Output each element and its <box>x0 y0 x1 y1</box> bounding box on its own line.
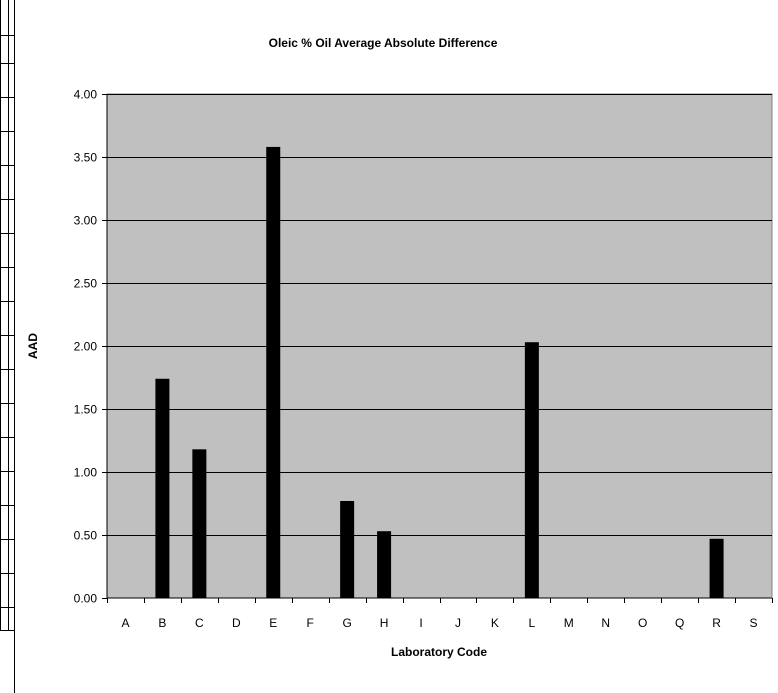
y-tick-label: 1.00 <box>74 466 98 480</box>
y-tick-label: 4.00 <box>74 88 98 102</box>
bar-G <box>340 500 355 598</box>
y-tick-label: 3.00 <box>74 214 98 228</box>
gridlines <box>107 94 772 536</box>
x-tick-label: C <box>195 616 204 630</box>
x-tick-label: N <box>601 616 610 630</box>
bar-R <box>709 538 724 598</box>
x-tick-label: O <box>638 616 647 630</box>
x-tick-label: K <box>491 616 499 630</box>
x-tick-label: I <box>419 616 422 630</box>
x-tick-label: L <box>529 616 536 630</box>
bar-B <box>155 378 170 598</box>
x-tick-label: M <box>564 616 574 630</box>
y-tick-label: 2.50 <box>74 277 98 291</box>
bar-E <box>266 146 281 599</box>
y-axis-label: AAD <box>26 333 40 359</box>
y-tick-label: 3.50 <box>74 151 98 165</box>
left-frame <box>0 0 15 693</box>
bar-L <box>524 342 539 598</box>
x-tick-label: Q <box>675 616 684 630</box>
x-tick-label: E <box>269 616 277 630</box>
frame-ticks <box>0 35 14 631</box>
x-axis-label: Laboratory Code <box>391 645 487 659</box>
bar-H <box>377 531 392 598</box>
bar-C <box>192 449 207 598</box>
y-tick-label: 2.00 <box>74 340 98 354</box>
y-tick-label: 1.50 <box>74 403 98 417</box>
y-tick-label: 0.00 <box>74 592 98 606</box>
x-tick-label: A <box>121 616 129 630</box>
y-tick-label: 0.50 <box>74 529 98 543</box>
x-tick-label: R <box>712 616 721 630</box>
y-ticks: 0.00 0.50 1.00 1.50 2.00 2.50 3.00 3.50 4.00 <box>74 88 107 606</box>
x-tick-label: J <box>455 616 461 630</box>
chart-title: Oleic % Oil Average Absolute Difference <box>269 36 498 50</box>
bars <box>155 146 724 599</box>
x-tick-label: H <box>380 616 389 630</box>
x-tick-label: G <box>342 616 351 630</box>
x-tick-label: D <box>232 616 241 630</box>
x-tick-label: F <box>307 616 314 630</box>
x-tick-label: S <box>750 616 758 630</box>
x-tick-label: B <box>158 616 166 630</box>
